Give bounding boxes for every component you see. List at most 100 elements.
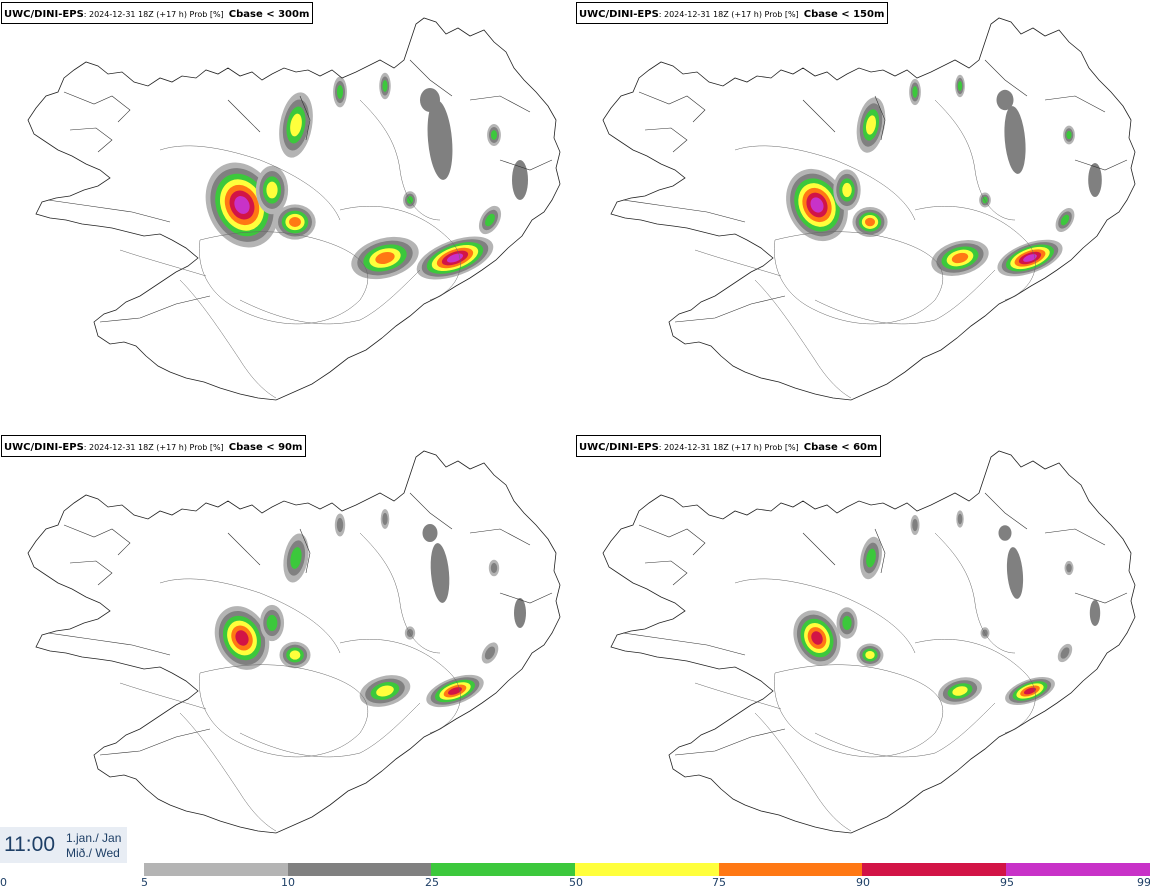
colorbar-tick: 0 [0,876,7,889]
boundary-line [734,145,916,221]
fjord-line [69,560,113,586]
probability-area [1088,163,1102,197]
iceland-map [27,450,561,834]
probability-colorbar [144,863,1150,876]
panel-title: UWC/DINI-EPS: 2024-12-31 18Z (+17 h) Pro… [1,435,307,457]
probability-area [996,89,1014,111]
probability-area [1066,130,1072,140]
probability-area [1060,647,1070,659]
probability-area [912,518,918,532]
boundary-line [694,682,782,710]
fjord-line [99,295,211,323]
colorbar-tick: 75 [712,876,726,889]
run-info: : 2024-12-31 18Z (+17 h) Prob [%] [658,10,799,19]
probability-area [375,251,395,265]
fjord-line [227,532,261,566]
coastline [27,17,561,401]
fjord-line [802,532,836,566]
boundary-line [179,712,277,832]
probability-area [514,598,526,628]
colorbar-tick: 5 [141,876,148,889]
boundary-line [119,249,207,277]
probability-area [235,630,249,646]
iceland-map [602,450,1136,834]
boundary-line [239,702,421,758]
panel-title: UWC/DINI-EPS: 2024-12-31 18Z (+17 h) Pro… [576,2,889,24]
boundary-line [119,682,207,710]
probability-area [382,512,388,526]
probability-area [406,196,414,204]
panel-title: UWC/DINI-EPS: 2024-12-31 18Z (+17 h) Pro… [576,435,882,457]
probability-area [290,547,302,569]
boundary-line [934,99,1016,221]
map-panel-300m: UWC/DINI-EPS: 2024-12-31 18Z (+17 h) Pro… [0,0,575,437]
probability-area [448,687,462,695]
probability-area [865,651,875,659]
probability-area [485,213,495,227]
iceland-map [602,17,1136,401]
valid-time-box: 11:00 1.jan./ Jan Mið./ Wed [0,827,127,863]
cloud-base-level: Cbase < 90m [228,442,303,453]
coastline [27,450,561,834]
fjord-line [99,728,211,756]
probability-area [490,562,498,574]
colorbar-tick: 10 [281,876,295,889]
probability-area [1023,254,1037,262]
probability-area [290,113,302,137]
probability-area [1060,214,1070,226]
boundary-line [814,702,996,758]
boundary-line [774,231,944,325]
probability-area [998,525,1012,541]
iceland-map [27,17,561,401]
map-panel-90m: UWC/DINI-EPS: 2024-12-31 18Z (+17 h) Pro… [0,433,575,870]
fjord-line [1044,528,1106,546]
fjord-line [69,127,113,153]
probability-area [382,80,388,92]
probability-area [810,197,824,213]
fjord-line [469,95,531,113]
fjord-line [299,95,311,141]
panel-title: UWC/DINI-EPS: 2024-12-31 18Z (+17 h) Pro… [1,2,314,24]
fjord-line [644,560,688,586]
probability-area [1089,600,1101,626]
model-name: UWC/DINI-EPS [579,9,659,20]
probability-area [427,100,453,180]
fjord-line [1044,95,1106,113]
probability-area [422,524,438,542]
colorbar-segment [288,863,431,876]
map-panel-60m: UWC/DINI-EPS: 2024-12-31 18Z (+17 h) Pro… [575,433,1150,870]
probability-area [912,86,918,98]
probability-area [376,685,394,697]
probability-area [1066,563,1072,573]
fjord-line [622,199,746,223]
fjord-line [638,524,706,556]
colorbar-tick: 90 [856,876,870,889]
probability-area [957,81,963,91]
probability-area [484,646,496,660]
probability-area [289,216,301,228]
boundary-line [774,664,944,758]
probability-area [266,181,278,199]
fjord-line [984,59,1028,97]
fjord-line [47,632,171,656]
probability-area [266,614,278,632]
map-panel-150m: UWC/DINI-EPS: 2024-12-31 18Z (+17 h) Pro… [575,0,1150,437]
boundary-line [734,578,916,654]
probability-area [406,628,414,638]
fjord-line [638,91,706,123]
fjord-line [63,524,131,556]
probability-area [1004,106,1026,174]
colorbar-tick: 99 [1137,876,1150,889]
boundary-line [359,99,441,221]
fjord-line [409,492,453,530]
probability-area [336,85,344,99]
probability-area [1023,687,1037,695]
fjord-line [984,492,1028,530]
colorbar-tick: 95 [1000,876,1014,889]
probability-area [1006,547,1024,599]
boundary-line [199,664,369,758]
boundary-line [359,532,441,654]
fjord-line [47,199,171,223]
colorbar-segment [431,863,575,876]
boundary-line [199,231,369,325]
